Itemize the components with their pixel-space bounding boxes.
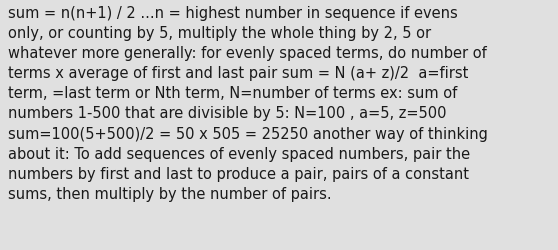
Text: sum = n(n+1) / 2 ...n = highest number in sequence if evens
only, or counting by: sum = n(n+1) / 2 ...n = highest number i… (8, 6, 488, 201)
